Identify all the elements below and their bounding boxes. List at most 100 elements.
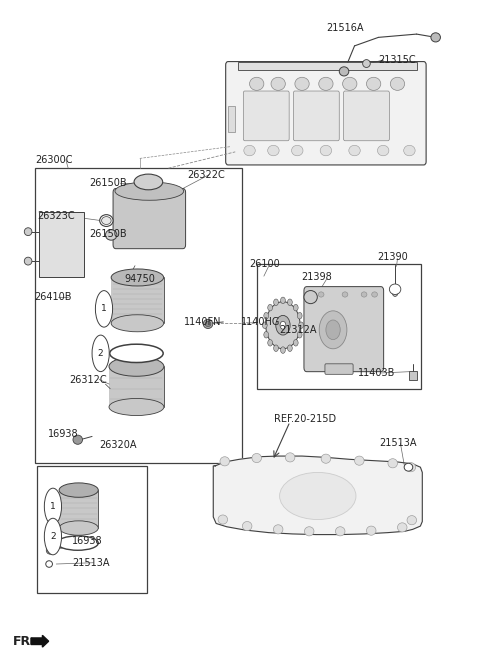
Ellipse shape: [388, 459, 397, 468]
Text: 21398: 21398: [301, 273, 332, 283]
Ellipse shape: [276, 315, 290, 335]
Bar: [111, 277, 164, 323]
Ellipse shape: [288, 345, 292, 351]
Bar: [409, 371, 417, 380]
Text: 1140FN: 1140FN: [184, 317, 221, 327]
Ellipse shape: [115, 182, 184, 200]
Ellipse shape: [281, 297, 285, 304]
Text: 26410B: 26410B: [34, 292, 72, 302]
Ellipse shape: [264, 332, 269, 338]
Ellipse shape: [271, 78, 285, 91]
Bar: [37, 466, 147, 593]
Ellipse shape: [285, 453, 295, 462]
Ellipse shape: [361, 292, 367, 297]
Ellipse shape: [59, 521, 98, 535]
Ellipse shape: [299, 322, 303, 328]
Text: 11403B: 11403B: [359, 368, 396, 378]
FancyArrow shape: [31, 635, 48, 647]
Ellipse shape: [390, 78, 405, 91]
Bar: [238, 62, 417, 70]
Ellipse shape: [288, 299, 292, 306]
Ellipse shape: [264, 313, 269, 319]
Ellipse shape: [24, 228, 32, 236]
Text: 26150B: 26150B: [90, 178, 127, 189]
FancyBboxPatch shape: [243, 91, 289, 141]
Ellipse shape: [268, 304, 273, 311]
Ellipse shape: [268, 340, 273, 346]
Ellipse shape: [205, 321, 211, 327]
Ellipse shape: [274, 299, 278, 306]
Text: FR.: FR.: [13, 635, 36, 648]
Text: 26312C: 26312C: [70, 374, 107, 384]
Ellipse shape: [252, 453, 262, 463]
Ellipse shape: [293, 340, 298, 346]
Text: 21315C: 21315C: [378, 55, 416, 65]
Ellipse shape: [244, 145, 255, 156]
Ellipse shape: [203, 319, 213, 328]
Ellipse shape: [274, 345, 278, 351]
Ellipse shape: [304, 527, 314, 536]
Ellipse shape: [268, 145, 279, 156]
Ellipse shape: [406, 463, 416, 472]
Ellipse shape: [349, 145, 360, 156]
Ellipse shape: [397, 523, 407, 532]
Text: 21513A: 21513A: [72, 558, 109, 568]
FancyBboxPatch shape: [113, 189, 186, 249]
Ellipse shape: [44, 488, 61, 525]
Ellipse shape: [263, 322, 267, 328]
Bar: [35, 168, 242, 463]
Ellipse shape: [342, 292, 348, 297]
Text: 21513A: 21513A: [379, 438, 417, 448]
Bar: [228, 106, 235, 132]
Text: 16938: 16938: [48, 430, 79, 440]
Ellipse shape: [110, 344, 163, 363]
Ellipse shape: [389, 284, 401, 294]
Ellipse shape: [280, 472, 356, 520]
Ellipse shape: [123, 274, 132, 282]
Text: 21312A: 21312A: [279, 325, 317, 335]
Ellipse shape: [372, 292, 377, 297]
Ellipse shape: [242, 522, 252, 531]
Ellipse shape: [274, 525, 283, 534]
Ellipse shape: [319, 78, 333, 91]
Ellipse shape: [339, 67, 349, 76]
FancyBboxPatch shape: [304, 286, 384, 372]
Ellipse shape: [321, 454, 331, 463]
Ellipse shape: [96, 290, 113, 327]
FancyBboxPatch shape: [293, 91, 339, 141]
Ellipse shape: [220, 457, 229, 466]
Bar: [257, 264, 421, 389]
Ellipse shape: [355, 456, 364, 465]
Ellipse shape: [336, 527, 345, 536]
Ellipse shape: [92, 335, 109, 372]
Ellipse shape: [297, 313, 302, 319]
Ellipse shape: [266, 302, 300, 349]
Ellipse shape: [280, 321, 286, 329]
Ellipse shape: [109, 399, 164, 415]
Ellipse shape: [106, 230, 117, 240]
Ellipse shape: [100, 215, 113, 227]
Ellipse shape: [109, 357, 164, 376]
Text: 21390: 21390: [377, 252, 408, 261]
Ellipse shape: [59, 483, 98, 497]
Text: 26322C: 26322C: [188, 170, 225, 180]
Ellipse shape: [319, 311, 347, 349]
Ellipse shape: [318, 292, 324, 297]
Ellipse shape: [293, 304, 298, 311]
Text: 21516A: 21516A: [326, 22, 363, 33]
Ellipse shape: [57, 536, 98, 551]
Ellipse shape: [281, 347, 285, 353]
Text: REF.20-215D: REF.20-215D: [275, 414, 336, 424]
Ellipse shape: [297, 332, 302, 338]
Text: 16938: 16938: [72, 536, 103, 546]
Ellipse shape: [46, 560, 52, 567]
Ellipse shape: [111, 315, 164, 332]
Text: 26320A: 26320A: [99, 440, 137, 450]
Ellipse shape: [134, 174, 163, 190]
Text: 26100: 26100: [250, 260, 280, 269]
Text: 2: 2: [50, 532, 56, 541]
Ellipse shape: [407, 516, 417, 525]
Ellipse shape: [326, 320, 340, 340]
Ellipse shape: [308, 292, 313, 297]
Text: 1: 1: [101, 304, 107, 313]
